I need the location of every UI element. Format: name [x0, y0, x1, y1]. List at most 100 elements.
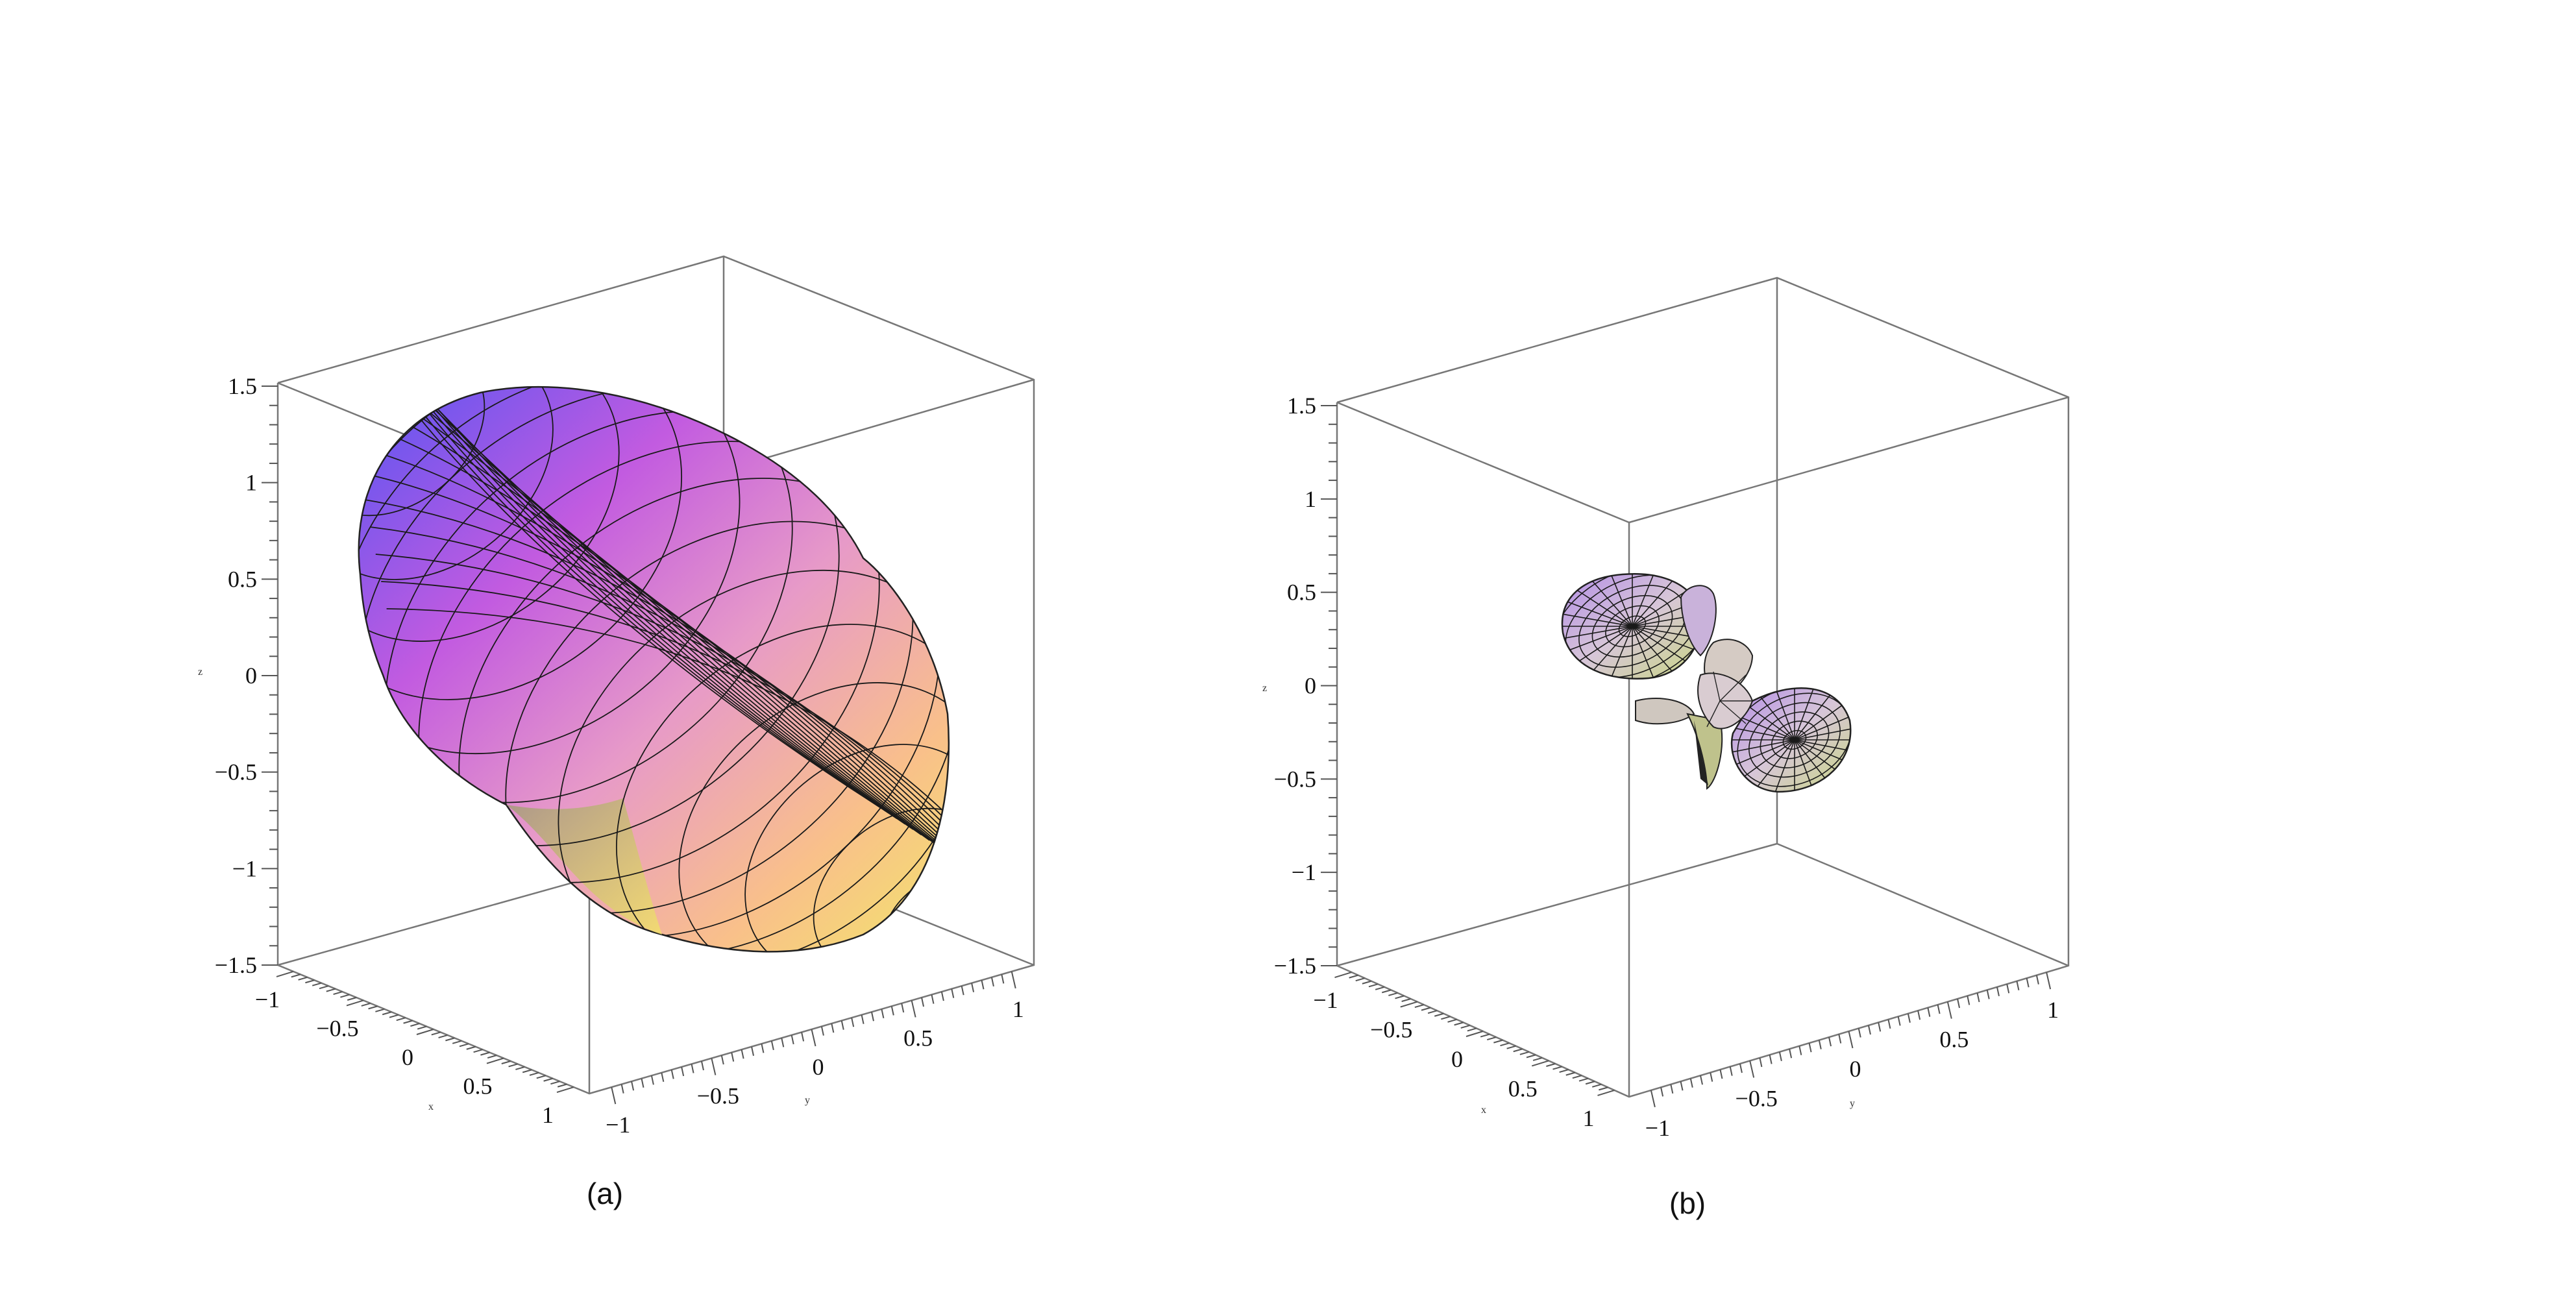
x-tick: [298, 976, 308, 981]
mesh-meridian: [358, 390, 949, 863]
x-tick: [529, 1071, 539, 1076]
y-tick-label: −0.5: [1736, 1085, 1778, 1111]
mesh-ring: [1562, 574, 1701, 679]
mesh-ring: [1605, 605, 1660, 648]
z-tick-label: −1: [1292, 859, 1316, 885]
y-tick: [691, 1064, 694, 1073]
y-tick: [1917, 1010, 1921, 1020]
y-tick: [781, 1038, 785, 1047]
y-tick-label: 0.5: [1939, 1027, 1969, 1053]
x-tick-label: −0.5: [1370, 1017, 1412, 1043]
x-tick: [1362, 980, 1372, 985]
y-tick: [791, 1035, 794, 1045]
y-tick: [1818, 1040, 1822, 1049]
x-tick-label: 0: [402, 1044, 413, 1070]
y-tick: [1838, 1034, 1842, 1044]
y-tick: [1759, 1057, 1763, 1068]
caption-b: (b): [1669, 1186, 1706, 1220]
y-tick: [831, 1023, 835, 1033]
z-tick-label: 1.5: [1287, 393, 1316, 419]
z-tick-label: 1.5: [228, 373, 257, 399]
x-tick: [543, 1077, 553, 1082]
y-tick-label: 0.5: [903, 1025, 933, 1051]
y-tick: [1789, 1049, 1793, 1059]
y-tick: [990, 977, 994, 987]
z-tick-label: 0: [1305, 673, 1316, 699]
x-tick: [1375, 986, 1385, 990]
x-tick: [1434, 1012, 1444, 1017]
z-tick-label: −1.5: [215, 952, 257, 978]
x-tick: [473, 1049, 483, 1053]
y-tick: [1011, 971, 1016, 989]
x-tick-label: 1: [1583, 1105, 1595, 1131]
y-tick-label: −0.5: [697, 1083, 739, 1109]
x-tick: [1414, 1004, 1425, 1009]
x-tick: [1447, 1018, 1457, 1023]
y-tick: [851, 1017, 855, 1027]
x-tick: [333, 991, 343, 996]
y-tick: [1907, 1013, 1911, 1023]
x-tick-label: 1: [542, 1102, 554, 1128]
z-tick-label: −0.5: [215, 759, 257, 785]
y-tick: [711, 1058, 717, 1075]
x-tick: [375, 1008, 385, 1012]
x-tick: [550, 1081, 560, 1085]
x-tick: [486, 1057, 504, 1064]
y-tick: [770, 1040, 774, 1051]
z-tick-label: 0: [245, 663, 257, 689]
y-tick-label: −1: [1645, 1115, 1670, 1141]
x-tick: [487, 1055, 497, 1059]
x-tick: [459, 1043, 469, 1047]
y-tick: [2046, 972, 2052, 990]
x-tick: [1597, 1089, 1615, 1096]
y-tick: [751, 1046, 755, 1056]
x-tick: [1532, 1057, 1543, 1061]
x-tick: [1401, 998, 1411, 1002]
z-tick-label: 0.5: [1287, 580, 1316, 606]
y-tick: [1887, 1019, 1891, 1029]
x-tick: [389, 1014, 399, 1018]
y-tick-label: 0: [813, 1054, 824, 1080]
z-axis-b: 1.5 1 0.5 0 −0.5 −1 −1.5: [1274, 393, 1337, 979]
x-tick: [1467, 1027, 1477, 1032]
y-tick: [981, 980, 985, 990]
mesh-meridian: [364, 499, 949, 885]
x-tick: [403, 1020, 413, 1024]
z-tick-label: 0.5: [228, 566, 257, 592]
mesh-parallel: [358, 387, 485, 517]
x-tick: [1334, 972, 1352, 979]
y-tick: [720, 1055, 724, 1065]
x-tick-label: 0: [1451, 1046, 1463, 1072]
x-tick: [291, 974, 301, 978]
x-tick: [431, 1031, 441, 1036]
y-tick: [1650, 1090, 1656, 1108]
x-tick: [396, 1017, 406, 1022]
x-tick: [1355, 977, 1366, 982]
mesh-meridian: [375, 554, 949, 896]
x-tick: [340, 994, 350, 998]
y-tick: [820, 1026, 824, 1036]
y-tick: [901, 1003, 905, 1013]
y-tick: [681, 1066, 685, 1077]
x-tick: [1572, 1075, 1582, 1079]
x-tick: [346, 999, 364, 1007]
x-tick: [319, 985, 329, 990]
x-tick: [466, 1046, 476, 1050]
y-tick: [661, 1072, 665, 1083]
y-tick: [1858, 1028, 1861, 1038]
y-axis-a: −1 −0.5 0 0.5 1: [606, 971, 1024, 1138]
x-tick: [1559, 1069, 1569, 1073]
x-tick: [1368, 983, 1379, 988]
mesh-meridian: [386, 608, 949, 907]
x-tick: [1526, 1054, 1536, 1059]
y-tick: [1001, 974, 1005, 984]
x-tick: [368, 1005, 378, 1010]
y-tick: [1897, 1016, 1901, 1026]
x-tick: [1578, 1077, 1589, 1082]
x-tick: [1500, 1042, 1510, 1047]
mesh-ring: [1760, 711, 1830, 768]
z-tick-label: 1: [1305, 486, 1316, 512]
z-tick-label: −0.5: [1274, 766, 1316, 792]
y-tick: [951, 988, 955, 998]
y-tick: [961, 985, 964, 996]
